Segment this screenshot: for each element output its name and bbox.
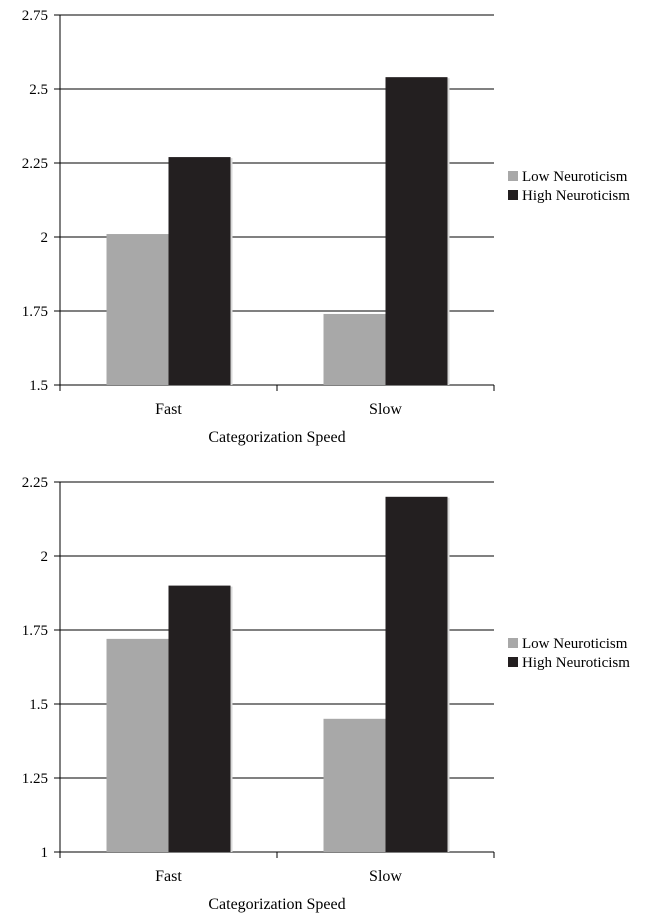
bar-low-neuroticism-fast <box>106 638 169 852</box>
chart-2: 1 1.25 1.5 1.75 2 2.25 Fast Slow Categorization … <box>22 475 630 913</box>
y-tick-label: 2.5 <box>29 82 48 98</box>
y-tick-label: 1.5 <box>29 697 48 713</box>
category-label: Slow <box>369 868 402 885</box>
bar-high-neuroticism-slow <box>385 496 448 852</box>
legend: Low Neuroticism High Neuroticism <box>508 636 630 671</box>
y-tick-label: 1.25 <box>22 771 48 787</box>
legend-label: Low Neuroticism <box>522 636 628 652</box>
bar-high-neuroticism-fast <box>168 157 231 385</box>
legend: Low Neuroticism High Neuroticism <box>508 169 630 204</box>
y-tick-label: 2.75 <box>22 8 48 24</box>
y-tick-label: 2.25 <box>22 156 48 172</box>
legend-label: Low Neuroticism <box>522 169 628 185</box>
bar-low-neuroticism-slow <box>323 718 386 852</box>
y-tick-label: 2 <box>41 549 49 565</box>
legend-label: High Neuroticism <box>522 188 630 204</box>
bar-low-neuroticism-slow <box>323 313 386 385</box>
y-tick-label: 1.5 <box>29 378 48 394</box>
legend-swatch <box>508 657 518 667</box>
x-axis-label: Categorization Speed <box>208 896 345 913</box>
legend-label: High Neuroticism <box>522 655 630 671</box>
y-tick-label: 1.75 <box>22 623 48 639</box>
legend-swatch <box>508 190 518 200</box>
y-tick-label: 1 <box>41 845 49 861</box>
legend-swatch <box>508 171 518 181</box>
legend-swatch <box>508 638 518 648</box>
category-label: Fast <box>155 868 182 885</box>
category-label: Fast <box>155 401 182 418</box>
y-tick-label: 2.25 <box>22 475 48 491</box>
y-tick-label: 2 <box>41 230 49 246</box>
x-axis-label: Categorization Speed <box>208 429 345 446</box>
bar-low-neuroticism-fast <box>106 234 169 385</box>
bar-high-neuroticism-slow <box>385 77 448 385</box>
y-tick-label: 1.75 <box>22 304 48 320</box>
bar-high-neuroticism-fast <box>168 585 231 852</box>
category-label: Slow <box>369 401 402 418</box>
chart-1: 1.5 1.75 2 2.25 2.5 2.75 Fast Slow Categorizatio… <box>22 8 630 446</box>
